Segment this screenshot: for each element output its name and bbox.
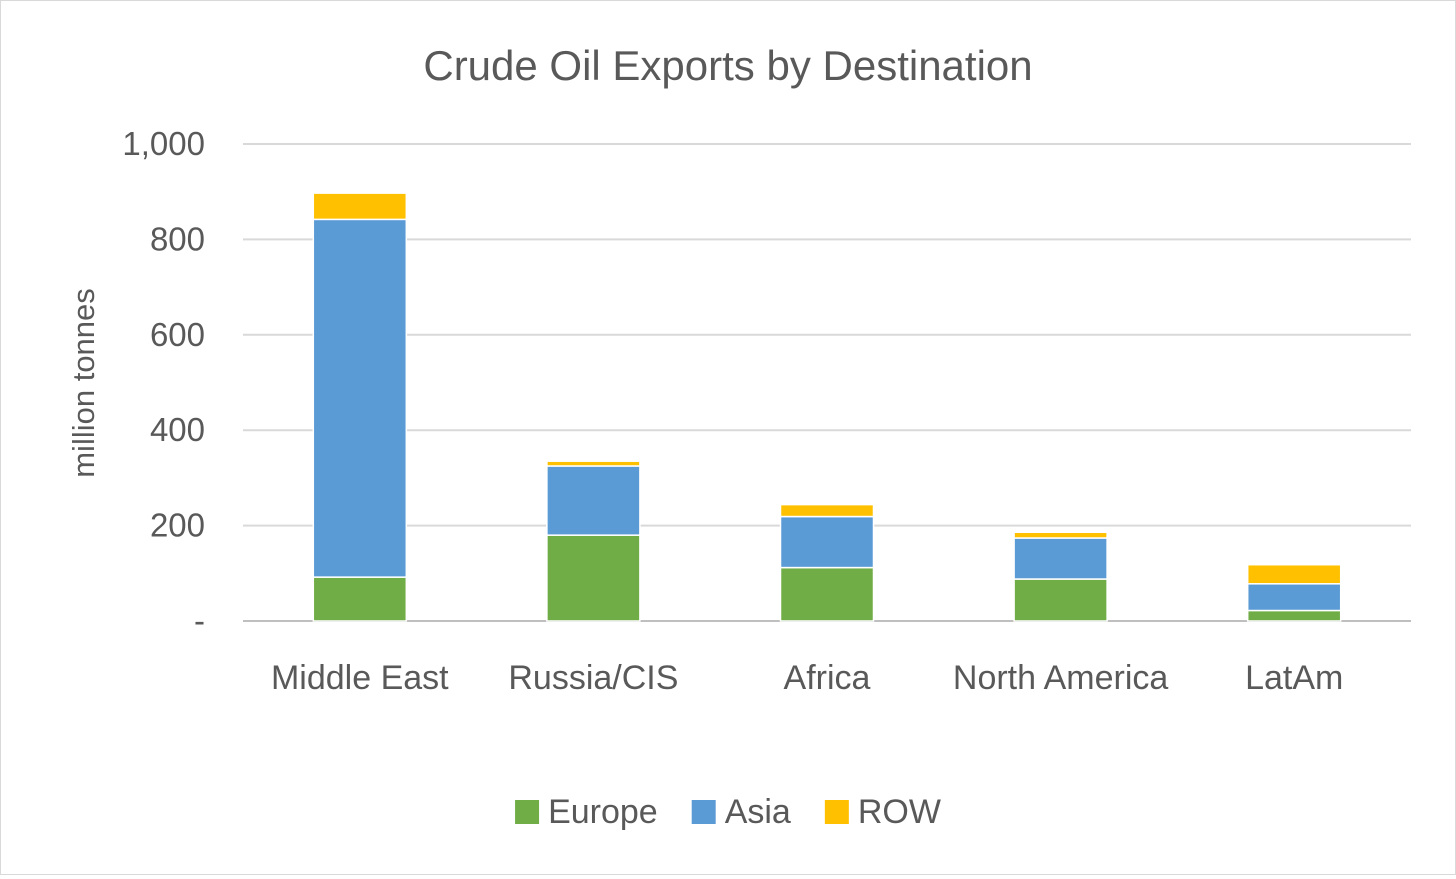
- y-tick-label: -: [194, 602, 205, 639]
- x-tick-label: LatAm: [1245, 659, 1343, 697]
- legend-item-row: ROW: [824, 793, 941, 831]
- bar-row-4: [1246, 563, 1342, 585]
- legend-swatch: [824, 800, 849, 824]
- legend-label: Europe: [548, 793, 658, 831]
- x-tick-label: Russia/CIS: [508, 659, 678, 697]
- bar-asia-1: [546, 465, 641, 536]
- bar-asia-0: [312, 218, 408, 578]
- bar-asia-4: [1246, 583, 1342, 612]
- legend-item-europe: Europe: [515, 793, 658, 831]
- x-tick-label: Middle East: [271, 659, 449, 697]
- x-tick-label: Africa: [784, 659, 871, 697]
- y-tick-label: 800: [150, 220, 205, 257]
- legend-swatch: [691, 800, 716, 824]
- y-tick-label: 600: [150, 316, 205, 353]
- bar-europe-4: [1246, 609, 1342, 622]
- bar-europe-0: [312, 576, 408, 622]
- bar-row-0: [312, 192, 408, 221]
- y-axis-label: million tonnes: [66, 288, 101, 478]
- x-tick-labels: Middle East Russia/CIS Africa North America…: [271, 659, 1343, 697]
- bar-row-1: [546, 460, 641, 467]
- bars: [312, 192, 1342, 622]
- bar-europe-3: [1013, 578, 1108, 622]
- bar-row-3: [1013, 531, 1108, 539]
- legend-label: ROW: [858, 793, 941, 831]
- bar-europe-1: [546, 534, 641, 622]
- chart-title: Crude Oil Exports by Destination: [423, 42, 1032, 89]
- bar-asia-3: [1013, 537, 1108, 580]
- y-tick-label: 400: [150, 411, 205, 448]
- bar-asia-2: [779, 515, 875, 569]
- bar-europe-2: [779, 566, 875, 622]
- legend-label: Asia: [725, 793, 791, 831]
- y-tick-labels: - 200 400 600 800 1,000: [122, 125, 205, 639]
- y-tick-label: 200: [150, 507, 205, 544]
- legend-item-asia: Asia: [691, 793, 791, 831]
- legend: Europe Asia ROW: [515, 793, 941, 831]
- legend-swatch: [515, 800, 540, 824]
- gridlines: [243, 143, 1411, 622]
- bar-row-2: [779, 503, 875, 518]
- y-tick-label: 1,000: [122, 125, 205, 162]
- x-tick-label: North America: [953, 659, 1168, 697]
